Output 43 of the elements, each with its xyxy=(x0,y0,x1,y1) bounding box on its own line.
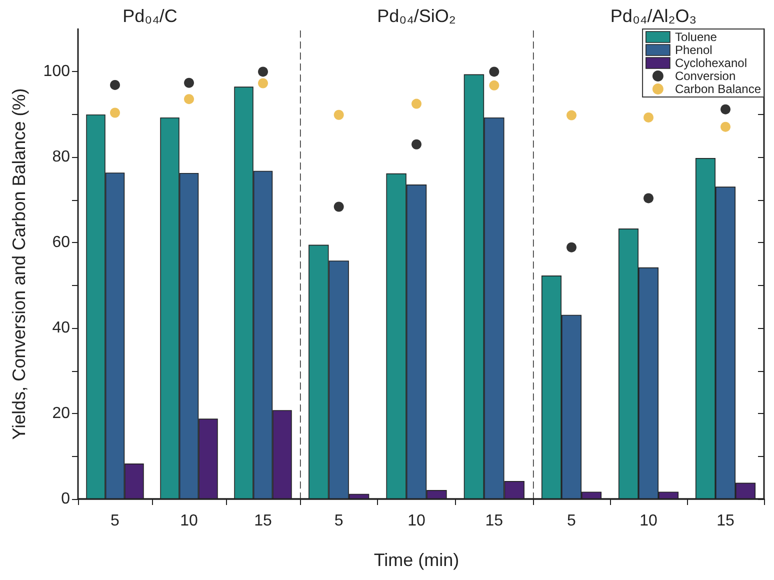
point xyxy=(110,80,120,90)
chart-title: Pd₀₄/C xyxy=(122,6,178,26)
point xyxy=(110,108,120,118)
point xyxy=(334,110,344,120)
point xyxy=(258,66,268,77)
point xyxy=(566,110,576,120)
point xyxy=(184,78,194,88)
chart-title: Pd₀₄/Al₂O₃ xyxy=(610,6,697,26)
y-axis-title: Yields, Conversion and Carbon Balance (%) xyxy=(9,88,29,440)
y-tick-label: 80 xyxy=(52,148,70,166)
legend-label: Toluene xyxy=(674,30,718,44)
point xyxy=(720,104,730,114)
point xyxy=(412,139,422,150)
x-axis-title: Time (min) xyxy=(374,550,460,570)
point xyxy=(644,193,654,204)
y-tick-label: 0 xyxy=(61,490,70,508)
x-tick-label: 15 xyxy=(716,512,734,530)
x-tick-label: 5 xyxy=(334,512,344,530)
point xyxy=(489,80,500,90)
legend-label: Phenol xyxy=(674,43,712,57)
y-tick-label: 40 xyxy=(52,320,70,337)
point xyxy=(334,202,344,212)
legend-label: Carbon Balance xyxy=(674,82,762,96)
point xyxy=(720,122,730,132)
legend-label: Conversion xyxy=(674,69,736,83)
x-tick-label: 15 xyxy=(485,512,504,530)
x-tick-label: 5 xyxy=(110,512,120,530)
point xyxy=(184,94,194,104)
point xyxy=(566,242,576,252)
x-tick-label: 5 xyxy=(567,512,576,530)
x-tick-label: 10 xyxy=(408,512,426,530)
chart-title: Pd₀₄/SiO₂ xyxy=(377,6,456,26)
x-tick-label: 10 xyxy=(180,512,198,530)
legend-label: Cyclohexanol xyxy=(674,56,747,70)
x-tick-label: 15 xyxy=(254,512,272,530)
y-tick-label: 100 xyxy=(43,63,70,80)
y-tick-label: 60 xyxy=(52,234,70,252)
point xyxy=(489,66,500,77)
x-tick-label: 10 xyxy=(640,512,658,530)
y-tick-label: 20 xyxy=(52,405,70,422)
point xyxy=(258,78,268,88)
point xyxy=(412,98,422,109)
point xyxy=(644,112,654,122)
